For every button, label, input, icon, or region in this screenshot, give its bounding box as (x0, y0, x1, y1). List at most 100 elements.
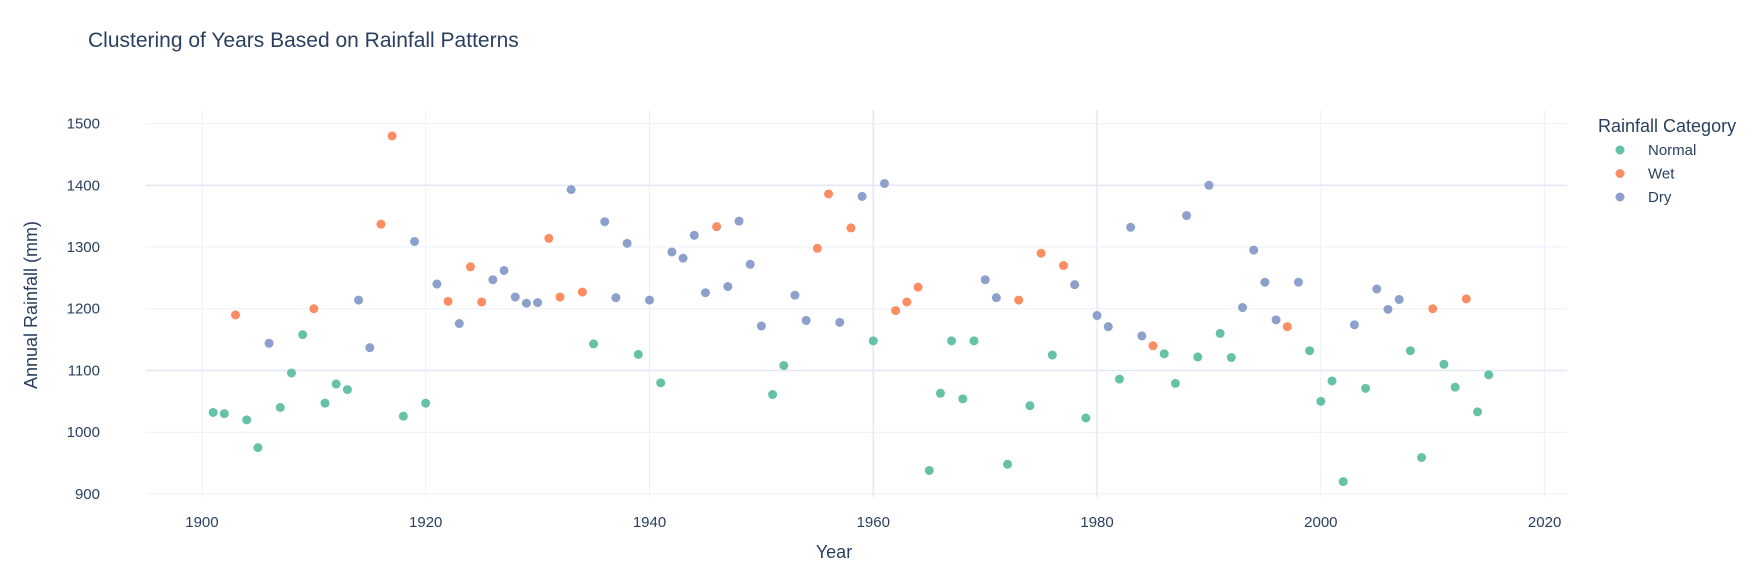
data-point (1450, 382, 1460, 392)
data-point (1249, 245, 1259, 255)
y-tick-label: 1200 (67, 301, 100, 318)
data-point (958, 394, 968, 404)
data-point (879, 178, 889, 188)
data-point (1226, 353, 1236, 363)
data-point (1204, 180, 1214, 190)
data-point (667, 247, 677, 257)
y-tick-label: 900 (75, 486, 100, 503)
data-point (242, 415, 252, 425)
data-point (980, 275, 990, 285)
series-wet (231, 131, 1471, 351)
y-tick-label: 1400 (67, 177, 100, 194)
data-point (432, 279, 442, 289)
data-point (1461, 294, 1471, 304)
data-point (544, 233, 554, 243)
legend-marker (1615, 192, 1625, 202)
data-point (1159, 349, 1169, 359)
x-tick-label: 1940 (633, 514, 666, 531)
data-point (779, 361, 789, 371)
legend-items: Normal Wet Dry (1615, 142, 1696, 206)
data-point (902, 297, 912, 307)
data-point (824, 189, 834, 199)
data-point (1293, 277, 1303, 287)
data-point (835, 317, 845, 327)
data-point (935, 388, 945, 398)
data-point (723, 282, 733, 292)
data-point (1260, 277, 1270, 287)
data-point (611, 293, 621, 303)
data-point (499, 265, 509, 275)
series-normal (208, 328, 1494, 487)
data-point (1349, 320, 1359, 330)
data-point (1372, 284, 1382, 294)
data-point (1238, 303, 1248, 313)
data-point (1327, 376, 1337, 386)
data-point (477, 297, 487, 307)
data-point (1472, 407, 1482, 417)
data-point (891, 306, 901, 316)
data-point (947, 336, 957, 346)
data-point (622, 238, 632, 248)
data-point (1361, 383, 1371, 393)
data-point (1282, 322, 1292, 332)
data-point (275, 403, 285, 413)
y-tick-label: 1100 (68, 362, 100, 379)
data-point (913, 282, 923, 292)
data-point (924, 465, 934, 475)
data-point (1193, 352, 1203, 362)
data-point (1428, 304, 1438, 314)
data-point (1338, 477, 1348, 487)
data-point (1316, 396, 1326, 406)
data-point (589, 339, 599, 349)
data-point (331, 379, 341, 389)
x-tick-label: 1900 (185, 514, 218, 531)
data-point (577, 287, 587, 297)
data-point (1003, 459, 1013, 469)
data-point (645, 295, 655, 305)
data-point (298, 330, 308, 340)
data-point (1092, 311, 1102, 321)
data-points (208, 131, 1494, 487)
data-point (991, 293, 1001, 303)
data-point (1405, 346, 1415, 356)
data-point (1103, 322, 1113, 332)
x-tick-label: 2020 (1528, 514, 1561, 531)
data-point (1014, 295, 1024, 305)
x-axis-title: Year (816, 542, 852, 562)
data-point (410, 236, 420, 246)
data-point (1148, 341, 1158, 351)
data-point (801, 315, 811, 325)
legend: Rainfall Category Normal Wet Dry (1598, 116, 1736, 206)
data-point (365, 343, 375, 353)
data-point (533, 298, 543, 308)
data-point (969, 336, 979, 346)
data-point (566, 185, 576, 195)
data-point (812, 243, 822, 253)
data-point (465, 262, 475, 272)
legend-label: Wet (1648, 166, 1675, 183)
series-dry (264, 178, 1404, 353)
data-point (734, 216, 744, 226)
data-point (768, 390, 778, 400)
data-point (1182, 211, 1192, 221)
data-point (656, 378, 666, 388)
data-point (555, 292, 565, 302)
data-point (387, 131, 397, 141)
data-point (1047, 350, 1057, 360)
data-point (342, 385, 352, 395)
data-point (1484, 370, 1494, 380)
data-point (231, 310, 241, 320)
grid-lines (146, 110, 1567, 497)
data-point (756, 321, 766, 331)
data-point (712, 222, 722, 232)
data-point (689, 230, 699, 240)
data-point (678, 253, 688, 263)
x-tick-label: 1980 (1080, 514, 1113, 531)
data-point (320, 398, 330, 408)
data-point (846, 223, 856, 233)
y-tick-label: 1000 (67, 424, 100, 441)
data-point (421, 398, 431, 408)
data-point (1114, 374, 1124, 384)
x-tick-label: 2000 (1304, 514, 1337, 531)
